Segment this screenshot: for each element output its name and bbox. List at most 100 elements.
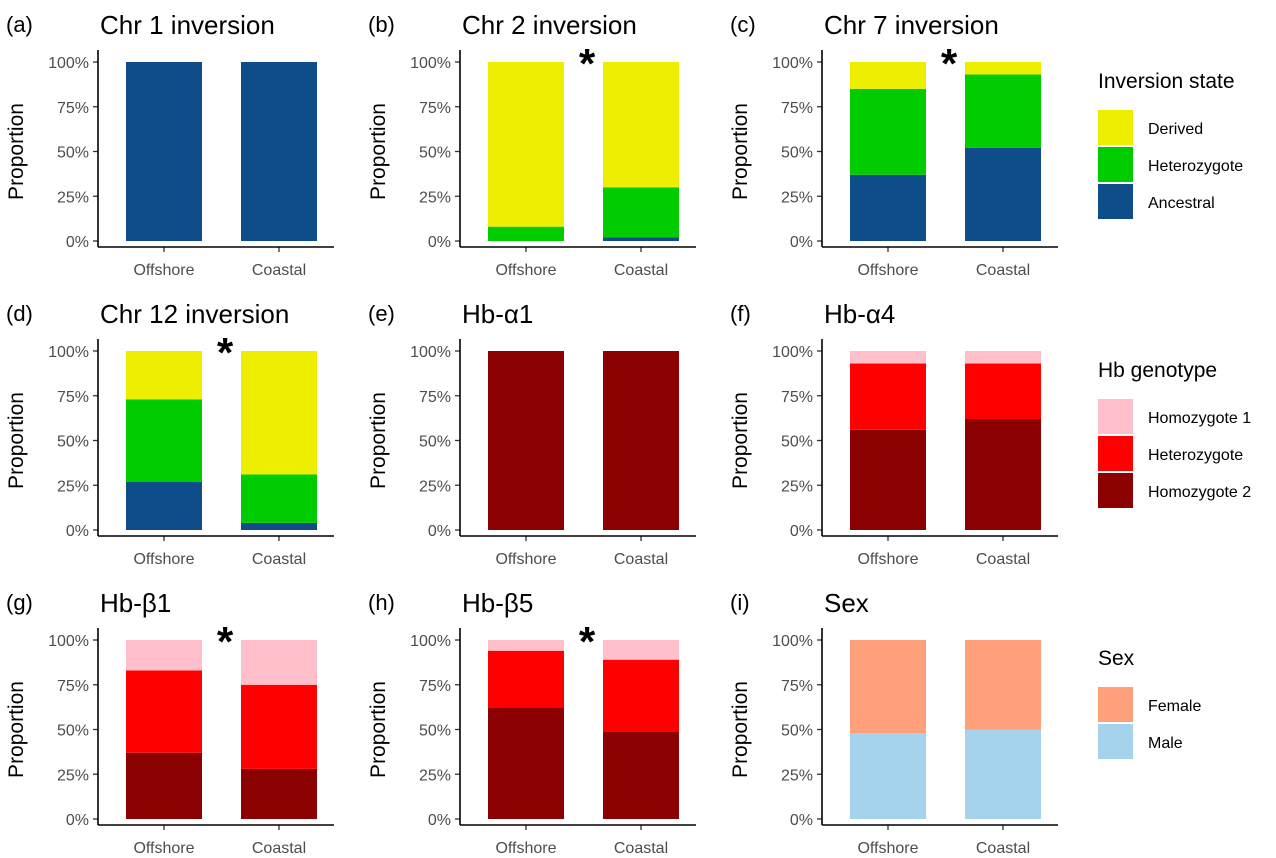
bar-segment-heterozygote-coastal [603,659,679,732]
panel-d: (d) Chr 12 inversion* Proportion 0% 25% 50% 75… [5,299,334,568]
bar-segment-homozygote-1-offshore [850,351,926,364]
y-tick-label: 50% [419,723,451,740]
legend-swatch [1098,436,1133,471]
bar-segment-homozygote-2-coastal [241,768,317,819]
legend-title: Hb genotype [1098,359,1217,382]
panel-a: (a) Chr 1 inversion Proportion 0% 25% 50% 75% 1… [5,10,334,279]
panel-title: Chr 12 inversion [100,299,289,329]
bar-segment-ancestral-offshore [126,481,202,530]
x-tick-label: Coastal [614,840,668,857]
y-tick-label: 75% [57,100,89,117]
legend-item-label: Homozygote 1 [1148,410,1251,427]
panel-label: (b) [368,12,395,37]
panel-title: Chr 2 inversion [462,10,637,40]
bar-segment-heterozygote-coastal [241,474,317,523]
bar-segment-homozygote-2-coastal [603,351,679,530]
bar-segment-derived-offshore [126,351,202,400]
panel-label: (i) [730,590,750,615]
y-tick-label: 25% [57,767,89,784]
panel-label: (g) [6,590,33,615]
bar-segment-heterozygote-offshore [126,670,202,753]
x-tick-label: Offshore [857,262,918,279]
y-tick-label: 25% [57,478,89,495]
significance-star: * [941,40,958,87]
y-axis-label: Proportion [5,681,28,778]
y-tick-label: 25% [419,767,451,784]
legend-hb: Hb genotype Homozygote 1 Heterozygote Homoz… [1098,359,1251,508]
panel-h: (h) Hb-β5 * Proportion 0% 25% 50% 75% 100% Offsho… [367,588,696,857]
y-tick-label: 0% [790,234,813,251]
bar-segment-heterozygote-offshore [850,88,926,175]
bar-segment-ancestral-coastal [603,237,679,241]
y-tick-label: 100% [410,344,451,361]
significance-star: * [579,40,596,87]
bar-segment-derived-coastal [603,62,679,188]
x-tick-label: Coastal [614,262,668,279]
legend-item-label: Derived [1148,121,1203,138]
bar-segment-homozygote-1-coastal [603,640,679,660]
y-tick-label: 50% [781,434,813,451]
panel-g: (g) Hb-β1 * Proportion 0% 25% 50% 75% 100% Offsho… [5,588,334,857]
y-tick-label: 25% [781,189,813,206]
y-axis-label: Proportion [729,681,752,778]
panel-i: (i) Sex Proportion 0% 25% 50% 75% 100% Offshore C… [729,588,1058,857]
y-tick-label: 75% [57,678,89,695]
bar-segment-female-offshore [850,640,926,734]
y-tick-label: 100% [48,633,89,650]
legend-item-label: Heterozygote [1148,158,1243,175]
y-tick-label: 100% [772,344,813,361]
legend-item-label: Ancestral [1148,195,1215,212]
y-axis-label: Proportion [729,103,752,200]
y-tick-label: 50% [419,145,451,162]
bar-segment-derived-offshore [488,62,564,227]
y-tick-label: 0% [428,234,451,251]
y-tick-label: 25% [57,189,89,206]
y-tick-label: 75% [419,678,451,695]
bar-segment-heterozygote-offshore [850,363,926,430]
y-tick-label: 0% [66,523,89,540]
x-tick-label: Coastal [252,551,306,568]
bar-segment-homozygote-2-coastal [603,731,679,819]
significance-star: * [217,329,234,376]
panel-title: Hb-β1 [100,588,171,618]
y-tick-label: 50% [57,723,89,740]
y-tick-label: 75% [57,389,89,406]
y-axis-label: Proportion [5,392,28,489]
legend-title: Inversion state [1098,70,1235,93]
bar-segment-heterozygote-coastal [965,363,1041,420]
y-tick-label: 50% [781,723,813,740]
bar-segment-derived-offshore [850,62,926,89]
x-tick-label: Offshore [857,840,918,857]
bar-segment-ancestral-offshore [126,62,202,241]
y-tick-label: 50% [419,434,451,451]
panel-c: (c) Chr 7 inversion* Proportion 0% 25% 50% 75%… [729,10,1058,279]
y-tick-label: 50% [57,434,89,451]
legend-swatch [1098,184,1133,219]
y-tick-label: 75% [781,389,813,406]
legend-swatch [1098,473,1133,508]
bar-segment-heterozygote-offshore [488,650,564,709]
y-tick-label: 0% [790,812,813,829]
y-tick-label: 75% [419,100,451,117]
y-axis-label: Proportion [367,103,390,200]
bar-segment-ancestral-coastal [241,522,317,530]
panel-title: Chr 1 inversion [100,10,275,40]
y-tick-label: 100% [48,344,89,361]
y-tick-label: 0% [66,234,89,251]
legend-sex: Sex Female Male [1098,647,1201,759]
panel-label: (a) [6,12,33,37]
panel-label: (c) [730,12,756,37]
x-tick-label: Offshore [495,262,556,279]
y-tick-label: 75% [781,100,813,117]
bar-segment-homozygote-2-offshore [488,351,564,530]
x-tick-label: Offshore [133,840,194,857]
legend-inversion: Inversion state Derived Heterozygote Ancest… [1098,70,1243,219]
bar-segment-homozygote-1-coastal [965,351,1041,364]
bar-segment-heterozygote-coastal [965,74,1041,148]
legend-swatch [1098,147,1133,182]
x-tick-label: Offshore [133,551,194,568]
bar-segment-derived-coastal [241,351,317,475]
bar-segment-ancestral-offshore [850,174,926,241]
legend-item-label: Heterozygote [1148,447,1243,464]
